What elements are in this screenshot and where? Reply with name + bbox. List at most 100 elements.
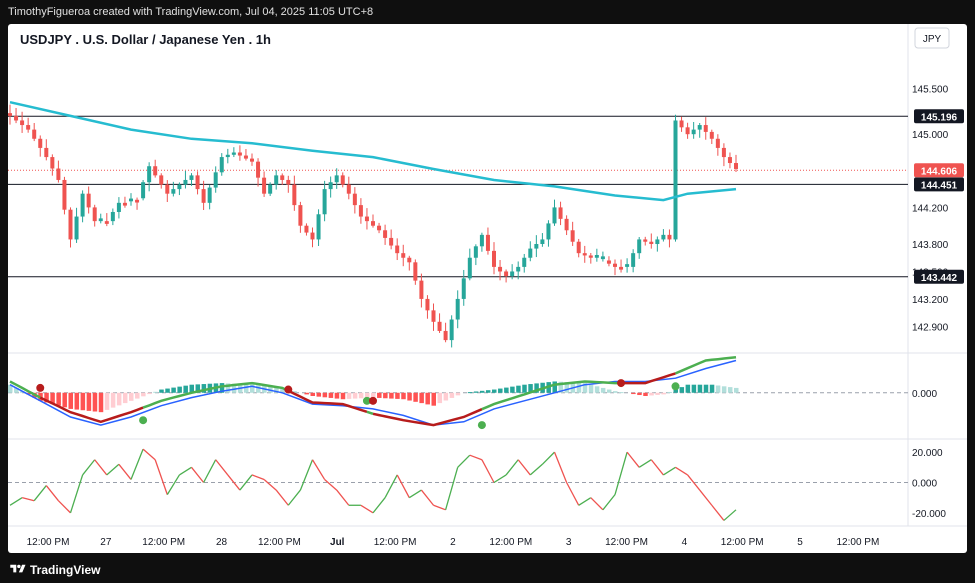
macd-histogram-bar[interactable] (582, 383, 588, 393)
macd-histogram-bar[interactable] (14, 387, 19, 393)
candle[interactable] (292, 175, 297, 211)
candle-body[interactable] (104, 221, 109, 224)
candle-body[interactable] (250, 158, 254, 162)
signal-line-segment[interactable] (621, 372, 676, 385)
candle-body[interactable] (44, 147, 49, 158)
candle-body[interactable] (582, 253, 587, 256)
candle-body[interactable] (691, 129, 696, 135)
candle[interactable] (401, 244, 406, 267)
candle-body[interactable] (455, 298, 460, 320)
oscillator-segment[interactable] (106, 463, 120, 476)
candle-body[interactable] (225, 154, 230, 158)
macd-histogram-bar[interactable] (715, 385, 721, 393)
candle[interactable] (558, 201, 563, 226)
candle[interactable] (322, 180, 327, 222)
macd-histogram-bar[interactable] (44, 392, 49, 403)
candle[interactable] (492, 242, 496, 275)
oscillator-segment[interactable] (118, 463, 132, 480)
macd-histogram-bar[interactable] (594, 386, 600, 393)
oscillator-segment[interactable] (699, 489, 713, 506)
candle[interactable] (286, 175, 291, 193)
oscillator-segment[interactable] (166, 474, 180, 495)
macd-histogram-bar[interactable] (159, 389, 164, 393)
candle-body[interactable] (14, 115, 19, 121)
candle-body[interactable] (552, 207, 557, 224)
candle-body[interactable] (213, 172, 218, 188)
macd-histogram-bar[interactable] (328, 392, 334, 398)
oscillator-segment[interactable] (408, 489, 422, 499)
candle-body[interactable] (159, 175, 164, 185)
macd-histogram-bar[interactable] (443, 392, 449, 401)
candle-body[interactable] (661, 234, 666, 240)
candle[interactable] (201, 180, 206, 210)
candle[interactable] (44, 139, 49, 161)
oscillator-segment[interactable] (420, 489, 435, 506)
macd-histogram-bar[interactable] (80, 392, 86, 411)
macd-histogram-bar[interactable] (727, 387, 733, 393)
macd-histogram-bar[interactable] (721, 386, 727, 393)
candle-body[interactable] (322, 189, 327, 215)
candle[interactable] (20, 111, 25, 133)
candle[interactable] (147, 162, 152, 192)
candle-body[interactable] (298, 205, 303, 226)
candle[interactable] (310, 227, 315, 248)
oscillator-segment[interactable] (614, 451, 628, 495)
candle-body[interactable] (110, 211, 115, 222)
signal-line-segment[interactable] (287, 389, 368, 413)
candle[interactable] (141, 179, 146, 201)
cross-marker[interactable] (362, 396, 371, 405)
candle-body[interactable] (86, 193, 91, 208)
candle-body[interactable] (92, 207, 97, 222)
candle[interactable] (153, 159, 158, 178)
oscillator-segment[interactable] (263, 478, 277, 491)
macd-histogram-bar[interactable] (135, 392, 140, 399)
candle[interactable] (449, 315, 454, 348)
candle[interactable] (431, 303, 436, 331)
candle[interactable] (50, 154, 55, 176)
candle[interactable] (461, 269, 466, 306)
candle-body[interactable] (715, 138, 720, 148)
candle[interactable] (316, 209, 321, 246)
oscillator-segment[interactable] (203, 459, 217, 483)
oscillator-segment[interactable] (481, 459, 495, 483)
macd-histogram-bar[interactable] (516, 385, 521, 393)
macd-histogram-bar[interactable] (292, 391, 297, 393)
candle-body[interactable] (673, 120, 678, 240)
macd-histogram-bar[interactable] (147, 392, 152, 395)
oscillator-segment[interactable] (433, 504, 446, 511)
macd-histogram-bar[interactable] (310, 392, 316, 396)
candle-body[interactable] (679, 120, 684, 128)
candle[interactable] (631, 249, 636, 273)
candle-body[interactable] (492, 250, 496, 267)
macd-histogram-bar[interactable] (455, 392, 461, 396)
macd-histogram-bar[interactable] (667, 391, 672, 393)
candle-body[interactable] (80, 193, 85, 217)
macd-histogram-bar[interactable] (473, 391, 479, 393)
candle-body[interactable] (558, 207, 563, 219)
candle-body[interactable] (74, 216, 79, 240)
macd-histogram-bar[interactable] (153, 391, 158, 393)
candle-body[interactable] (286, 179, 291, 185)
candle-body[interactable] (546, 223, 551, 240)
macd-histogram-bar[interactable] (334, 392, 340, 399)
macd-histogram-bar[interactable] (383, 392, 388, 399)
candle[interactable] (177, 182, 182, 196)
candle-body[interactable] (625, 264, 630, 267)
candle[interactable] (256, 158, 261, 187)
candle[interactable] (473, 244, 478, 266)
candle[interactable] (485, 227, 490, 255)
candle-body[interactable] (98, 218, 103, 222)
macd-histogram-bar[interactable] (141, 392, 146, 397)
candle[interactable] (709, 129, 714, 145)
macd-histogram-bar[interactable] (643, 392, 648, 396)
candle[interactable] (135, 197, 140, 210)
price-axis[interactable]: 145.500145.000144.200143.800143.500143.2… (912, 84, 949, 519)
candle[interactable] (594, 248, 599, 262)
macd-histogram-bar[interactable] (431, 392, 437, 406)
macd-histogram-bar[interactable] (649, 392, 654, 396)
candle-body[interactable] (443, 330, 448, 341)
macd-histogram-bar[interactable] (691, 384, 697, 393)
macd-histogram-bar[interactable] (673, 389, 679, 393)
macd-histogram-bar[interactable] (377, 392, 382, 398)
candle[interactable] (268, 182, 273, 197)
